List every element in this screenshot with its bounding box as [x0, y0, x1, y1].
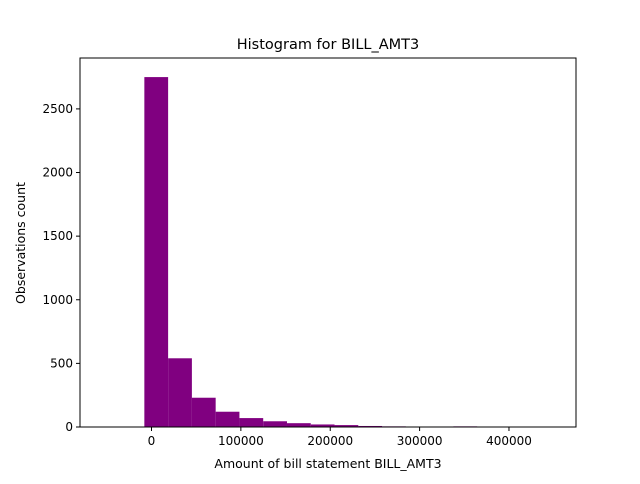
histogram-bar [287, 423, 311, 427]
y-tick-label: 2000 [42, 166, 73, 180]
x-tick-label: 200000 [307, 434, 353, 448]
x-axis-label: Amount of bill statement BILL_AMT3 [214, 456, 441, 471]
y-tick-label: 2500 [42, 102, 73, 116]
y-tick-label: 0 [65, 420, 73, 434]
chart-title: Histogram for BILL_AMT3 [237, 37, 420, 53]
y-tick-label: 1000 [42, 293, 73, 307]
x-tick-label: 100000 [218, 434, 264, 448]
histogram-bar [192, 398, 216, 427]
histogram-bar [216, 412, 240, 427]
y-tick-label: 500 [50, 356, 73, 370]
x-tick-label: 0 [148, 434, 156, 448]
x-tick-label: 300000 [397, 434, 443, 448]
histogram-bar [263, 421, 287, 427]
histogram-bar [144, 77, 168, 427]
y-tick-label: 1500 [42, 229, 73, 243]
x-tick-label: 400000 [486, 434, 532, 448]
y-axis-label: Observations count [13, 182, 28, 304]
histogram-bar [168, 358, 192, 427]
histogram-bar [239, 418, 263, 427]
